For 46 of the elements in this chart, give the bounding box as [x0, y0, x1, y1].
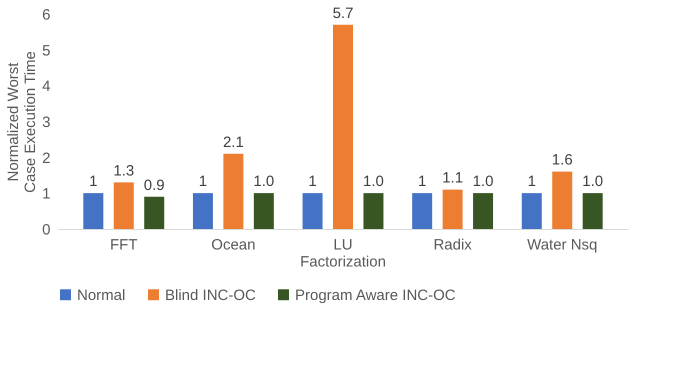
data-label: 1.1 — [442, 170, 464, 187]
x-tick-label: Water Nsq — [527, 236, 598, 254]
bar — [333, 24, 353, 229]
data-label: 1 — [308, 173, 317, 190]
data-label: 1 — [198, 173, 208, 190]
data-label: 1.0 — [363, 173, 384, 190]
bar — [473, 193, 494, 229]
data-label: 1.0 — [472, 173, 494, 190]
x-tick-label: LU Factorization — [300, 236, 386, 270]
data-label: 5.7 — [332, 4, 354, 22]
legend-label: Normal — [77, 286, 126, 304]
x-tick-label: FFT — [110, 236, 138, 254]
legend-label: Program Aware INC-OC — [295, 286, 456, 304]
y-tick-label: 6 — [42, 6, 50, 24]
bar — [442, 190, 463, 229]
x-tick-label: Ocean — [211, 236, 256, 254]
bar — [363, 193, 384, 229]
bar — [552, 172, 572, 229]
data-label: 1.0 — [253, 173, 274, 190]
data-label: 1.6 — [552, 152, 573, 169]
bar — [302, 193, 323, 229]
data-label: 1 — [418, 173, 426, 190]
bar — [83, 193, 104, 229]
y-tick-label: 2 — [42, 150, 50, 167]
y-tick-label: 1 — [42, 186, 50, 203]
legend-label: Blind INC-OC — [165, 286, 256, 304]
data-label: 1 — [528, 173, 536, 190]
bar — [192, 193, 213, 229]
bar — [254, 193, 274, 229]
y-tick-label: 5 — [42, 42, 50, 60]
data-label: 1.3 — [113, 162, 134, 180]
y-tick-label: 3 — [42, 114, 50, 131]
data-label: 1 — [89, 173, 98, 190]
y-tick-label: 0 — [42, 222, 50, 238]
x-tick-label: Radix — [433, 236, 472, 254]
data-label: 0.9 — [144, 176, 165, 194]
bar — [522, 193, 542, 229]
bar — [223, 154, 244, 229]
data-label: 2.1 — [222, 134, 244, 151]
bar — [582, 193, 603, 229]
bar — [144, 196, 164, 229]
y-tick-label: 4 — [42, 78, 50, 96]
bar — [412, 193, 432, 229]
data-label: 1.0 — [582, 173, 604, 190]
y-axis-title: Normalized Worst Case Execution Time — [5, 51, 40, 193]
bar — [114, 182, 134, 229]
